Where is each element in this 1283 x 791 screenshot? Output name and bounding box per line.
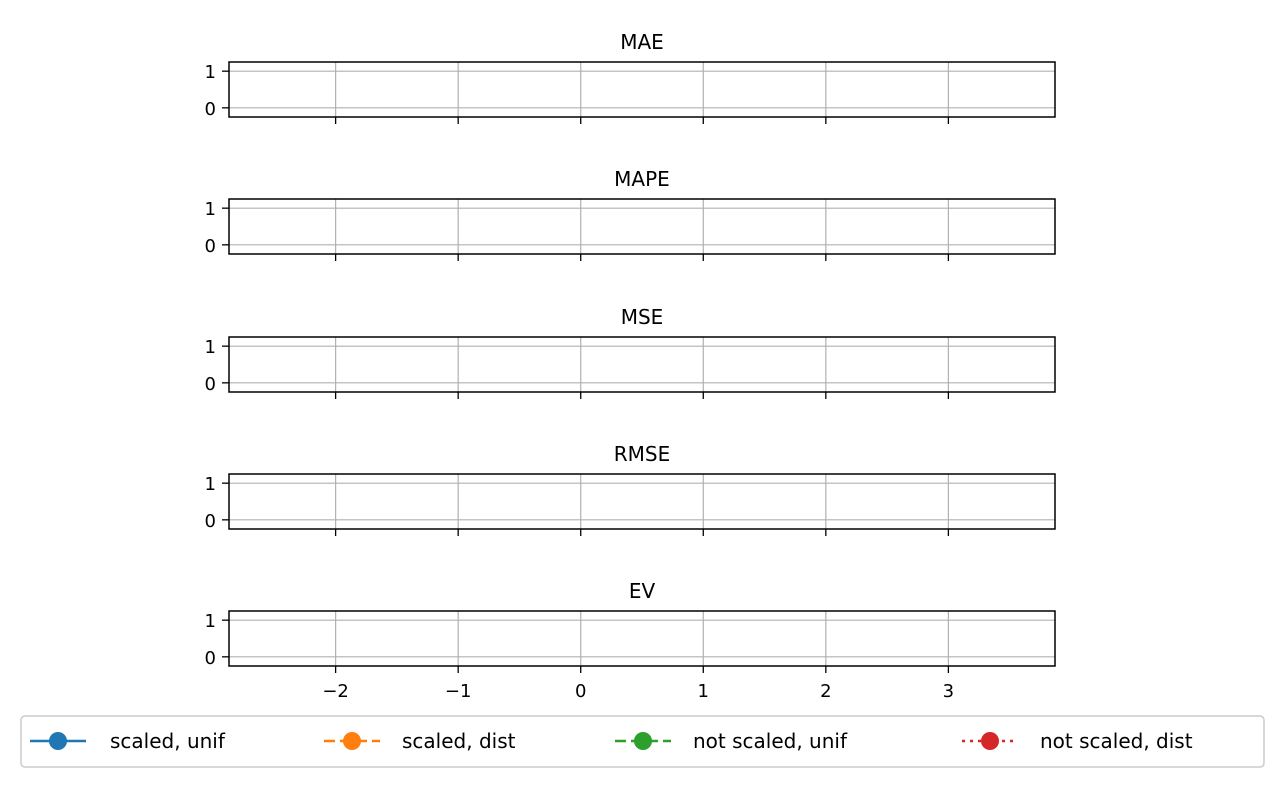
subplot-title: EV xyxy=(629,579,656,603)
axes-frame xyxy=(228,473,1056,530)
axes-frame xyxy=(228,198,1056,255)
y-tick-label: 0 xyxy=(205,648,216,669)
y-tick-label: 0 xyxy=(205,236,216,257)
subplot-title: MSE xyxy=(621,305,664,329)
legend-entry: scaled, dist xyxy=(324,729,516,753)
x-tick-label: −2 xyxy=(322,681,349,702)
legend-marker xyxy=(634,732,652,750)
y-tick-label: 0 xyxy=(205,511,216,532)
legend-marker xyxy=(49,732,67,750)
y-tick-label: 1 xyxy=(205,611,216,632)
y-tick-label: 1 xyxy=(205,337,216,358)
subplot-title: RMSE xyxy=(614,442,670,466)
subplot-mape: MAPE 0 1 xyxy=(205,167,1056,261)
axes-frame xyxy=(228,336,1056,393)
legend-entry: not scaled, unif xyxy=(615,729,848,753)
x-tick-label: 2 xyxy=(820,681,831,702)
legend: scaled, unif scaled, dist not scaled, unif… xyxy=(20,715,1265,768)
subplot-rmse: RMSE 0 1 xyxy=(205,442,1056,536)
legend-marker xyxy=(981,732,999,750)
legend-entry: not scaled, dist xyxy=(962,729,1193,753)
legend-label: not scaled, unif xyxy=(693,729,848,753)
y-tick-label: 1 xyxy=(205,62,216,83)
legend-label: not scaled, dist xyxy=(1040,729,1193,753)
axes-frame xyxy=(228,610,1056,667)
subplot-title: MAPE xyxy=(614,167,670,191)
legend-label: scaled, unif xyxy=(110,729,226,753)
subplot-title: MAE xyxy=(620,30,664,54)
x-tick-label: 1 xyxy=(698,681,709,702)
axes-frame xyxy=(228,61,1056,118)
x-tick-label: 3 xyxy=(943,681,954,702)
y-tick-label: 1 xyxy=(205,474,216,495)
subplot-ev: EV −2 −1 0 1 2 3 0 1 xyxy=(205,579,1056,702)
legend-marker xyxy=(343,732,361,750)
subplot-mae: MAE 0 1 xyxy=(205,30,1056,124)
legend-label: scaled, dist xyxy=(402,729,516,753)
x-tick-label: −1 xyxy=(445,681,472,702)
y-tick-label: 0 xyxy=(205,374,216,395)
subplot-mse: MSE 0 1 xyxy=(205,305,1056,399)
y-tick-label: 0 xyxy=(205,99,216,120)
legend-entry: scaled, unif xyxy=(30,729,226,753)
y-tick-label: 1 xyxy=(205,199,216,220)
x-tick-label: 0 xyxy=(575,681,586,702)
